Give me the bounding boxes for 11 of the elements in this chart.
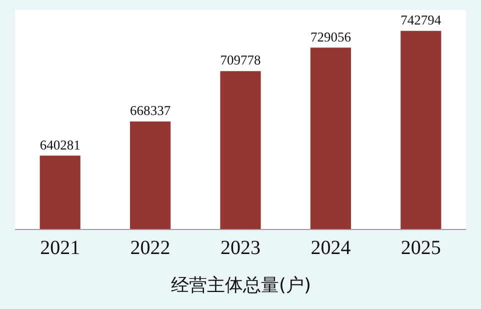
text: 经营主体总量(户) (171, 275, 312, 296)
x-tick-label: 2025 (400, 237, 441, 259)
data-label: 742794 (400, 12, 442, 28)
data-label: 709778 (220, 52, 262, 68)
x-tick-label: 2021 (40, 237, 80, 259)
data-label: 729056 (310, 29, 352, 44)
data-label: 640281 (40, 137, 80, 152)
x-tick-label: 2023 (220, 237, 260, 259)
x-tick-label: 2022 (130, 237, 170, 259)
x-tick-label: 2024 (310, 237, 351, 259)
data-label: 668337 (130, 103, 171, 118)
